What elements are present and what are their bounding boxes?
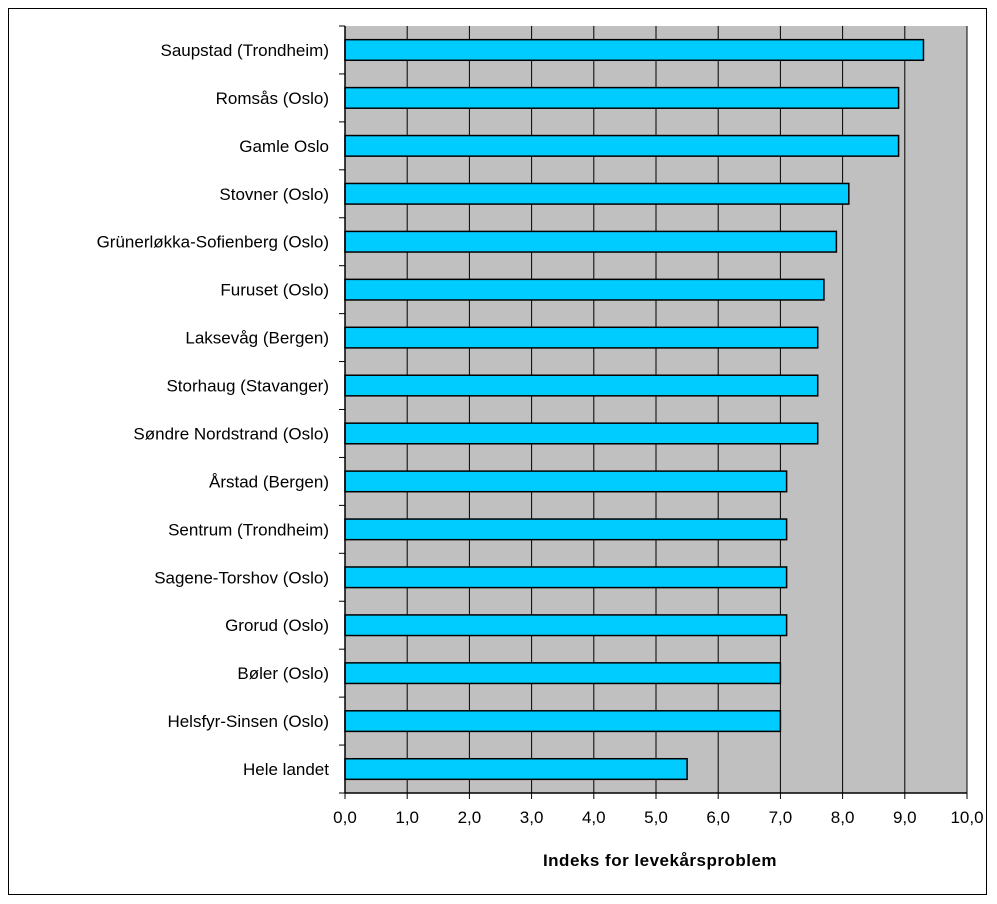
category-label: Hele landet xyxy=(243,760,329,779)
x-tick-label: 3,0 xyxy=(520,808,544,827)
bar xyxy=(344,662,782,685)
category-label: Bøler (Oslo) xyxy=(237,664,329,683)
bar xyxy=(344,710,782,733)
bar xyxy=(344,614,788,637)
category-label: Romsås (Oslo) xyxy=(216,89,329,108)
x-tick-labels: 0,0 1,0 2,0 3,0 4,0 5,0 6,0 7,0 8,0 9,0 10,0 xyxy=(333,808,983,827)
bar xyxy=(344,182,850,205)
x-axis-label: Indeks for levekårsproblem xyxy=(543,851,777,870)
bars xyxy=(344,38,925,781)
bar xyxy=(344,470,788,493)
category-label: Furuset (Oslo) xyxy=(220,281,329,300)
category-label: Storhaug (Stavanger) xyxy=(166,377,329,396)
category-labels: Saupstad (Trondheim) Romsås (Oslo) Gamle O… xyxy=(97,41,330,779)
bar xyxy=(344,566,788,589)
bar xyxy=(344,278,825,301)
bar xyxy=(344,757,688,781)
category-label: Stovner (Oslo) xyxy=(219,185,329,204)
category-label: Laksevåg (Bergen) xyxy=(185,329,329,348)
x-tick-label: 8,0 xyxy=(831,808,855,827)
bar xyxy=(344,518,788,541)
bar xyxy=(344,230,838,253)
bar xyxy=(344,422,819,445)
bar xyxy=(344,374,819,397)
x-tick-label: 2,0 xyxy=(458,808,482,827)
x-tick-label: 10,0 xyxy=(950,808,983,827)
x-tick-label: 4,0 xyxy=(582,808,606,827)
category-label: Helsfyr-Sinsen (Oslo) xyxy=(167,712,329,731)
bar xyxy=(344,38,925,62)
category-label: Grorud (Oslo) xyxy=(225,616,329,635)
category-label: Årstad (Bergen) xyxy=(209,472,329,491)
category-label: Saupstad (Trondheim) xyxy=(160,41,329,60)
category-label: Sagene-Torshov (Oslo) xyxy=(154,568,329,587)
axes xyxy=(339,25,968,799)
category-label: Sentrum (Trondheim) xyxy=(168,520,329,539)
x-tick-label: 5,0 xyxy=(644,808,668,827)
bar xyxy=(344,86,900,109)
bar xyxy=(344,326,819,349)
category-label: Søndre Nordstrand (Oslo) xyxy=(133,424,329,443)
category-label: Grünerløkka-Sofienberg (Oslo) xyxy=(97,233,329,252)
bar xyxy=(344,134,900,157)
x-tick-label: 7,0 xyxy=(769,808,793,827)
x-tick-label: 6,0 xyxy=(706,808,730,827)
category-label: Gamle Oslo xyxy=(239,137,329,156)
x-tick-label: 1,0 xyxy=(395,808,419,827)
x-tick-label: 9,0 xyxy=(893,808,917,827)
x-tick-label: 0,0 xyxy=(333,808,357,827)
